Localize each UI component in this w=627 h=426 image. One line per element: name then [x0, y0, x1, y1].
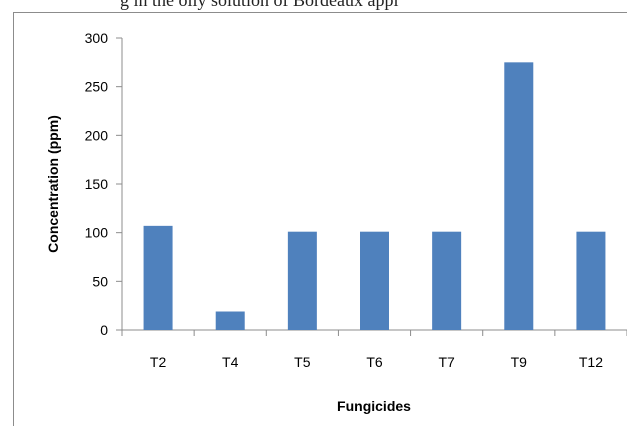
- y-axis: 0 50 100 150 200 250 300: [85, 30, 123, 338]
- x-axis-title: Fungicides: [337, 398, 411, 414]
- bar-t2: [143, 225, 173, 330]
- y-tick-label: 100: [85, 225, 109, 241]
- x-tick-label: T6: [366, 354, 383, 370]
- y-axis-title: Concentration (ppm): [45, 115, 61, 253]
- bar-series: [143, 62, 606, 330]
- chart-frame-top-border: [13, 12, 627, 13]
- page-caption-fragment: g in the oily solution of Bordeaux appl: [120, 0, 399, 10]
- y-tick-label: 0: [100, 322, 108, 338]
- y-tick-label: 200: [85, 127, 109, 143]
- x-tick-label: T4: [222, 354, 239, 370]
- y-tick-label: 50: [92, 273, 108, 289]
- x-tick-label: T2: [150, 354, 167, 370]
- bar-t7: [432, 231, 462, 330]
- bar-t6: [360, 231, 389, 330]
- y-tick-label: 250: [85, 79, 109, 95]
- chart-frame-left-border: [13, 12, 14, 426]
- y-tick-label: 300: [85, 30, 109, 46]
- bar-t12: [576, 231, 606, 330]
- bar-t4: [215, 311, 245, 330]
- y-tick-label: 150: [85, 176, 109, 192]
- x-tick-label: T7: [438, 354, 455, 370]
- x-axis: T2 T4 T5 T6 T7 T9 T12: [121, 329, 627, 370]
- x-tick-label: T12: [579, 354, 603, 370]
- bar-t5: [287, 231, 317, 330]
- bar-t9: [504, 62, 534, 330]
- x-tick-label: T9: [511, 354, 528, 370]
- x-tick-label: T5: [294, 354, 311, 370]
